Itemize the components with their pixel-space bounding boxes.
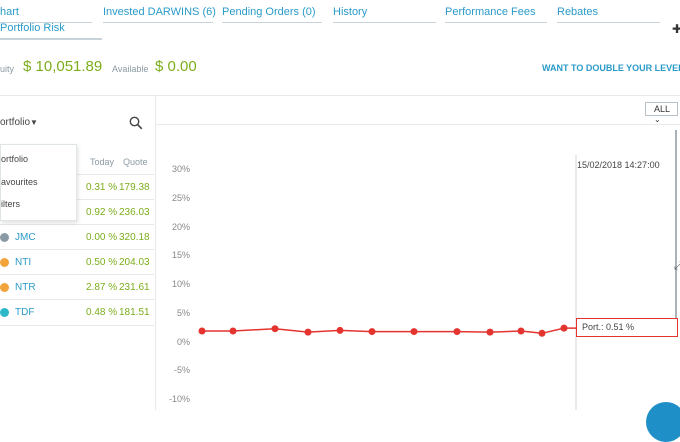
cursor-time-label: 15/02/2018 14:27:00 [577, 160, 660, 170]
table-row[interactable]: 0.31 % 179.38 [0, 174, 154, 200]
table-row[interactable]: 0.92 % 236.03 [0, 199, 154, 225]
row-quote: 320.18 [119, 232, 150, 243]
row-quote: 204.03 [119, 257, 150, 268]
row-today: 0.31 % [86, 182, 118, 193]
tab-label: Performance Fees [445, 6, 536, 18]
column-header-quote: Quote [123, 157, 148, 167]
column-header-today: Today [90, 157, 115, 167]
resize-handle-icon[interactable]: ⤢ [674, 260, 680, 272]
row-name[interactable]: JMC [15, 232, 36, 243]
row-name[interactable]: TDF [15, 307, 35, 318]
chart-toolbar-divider [156, 124, 680, 125]
y-tick-label: 15% [171, 250, 190, 261]
range-select-value: ALL [654, 104, 671, 114]
tab-rebates[interactable]: Rebates [557, 6, 660, 23]
y-tick-label: -5% [173, 365, 190, 376]
data-point [560, 324, 568, 332]
data-point [517, 327, 525, 335]
tab-label: Rebates [557, 6, 598, 18]
chevron-down-icon: ⌄ [654, 115, 661, 124]
plus-icon[interactable]: ✚ [672, 22, 680, 36]
help-button[interactable] [646, 402, 680, 442]
portfolio-selector-label: ortfolio [0, 117, 31, 128]
tab-pending-orders[interactable]: Pending Orders (0) [222, 6, 322, 23]
panel-divider [155, 96, 156, 410]
tab-label: hart [0, 6, 19, 18]
row-name[interactable]: NTI [15, 257, 32, 268]
row-quote: 231.61 [119, 282, 150, 293]
table-row[interactable]: TDF 0.48 % 181.51 [0, 299, 154, 326]
data-point [368, 328, 376, 336]
y-tick-label: 20% [171, 221, 190, 232]
chart-tooltip: Port.: 0.51 % [576, 318, 678, 337]
data-point [304, 328, 312, 336]
data-point [229, 327, 237, 335]
row-today: 2.87 % [86, 282, 118, 293]
row-today: 0.50 % [86, 257, 118, 268]
dropdown-item-portfolio[interactable]: ortfolio [1, 154, 29, 164]
portfolio-dropdown-menu: ortfolio avourites ilters [0, 144, 77, 221]
equity-label: uity [0, 64, 15, 74]
dropdown-item-favourites[interactable]: avourites [1, 177, 38, 187]
row-name[interactable]: NTR [15, 282, 36, 293]
tab-history[interactable]: History [333, 6, 436, 23]
tab-chart[interactable]: hart [0, 6, 92, 23]
double-leverage-link[interactable]: WANT TO DOUBLE YOUR LEVERAG [542, 63, 680, 73]
caret-down-icon: ▼ [30, 118, 38, 127]
row-today: 0.00 % [86, 232, 118, 243]
data-point [198, 327, 206, 335]
status-dot [0, 258, 9, 267]
y-tick-label: 30% [171, 164, 190, 174]
tab-label: History [333, 6, 368, 18]
divider [0, 95, 680, 96]
y-tick-label: 25% [171, 192, 190, 203]
data-point [453, 328, 461, 336]
data-point [336, 326, 344, 334]
portfolio-selector[interactable]: ortfolio▼ [0, 117, 38, 128]
data-point [271, 325, 279, 333]
tab-label: Pending Orders (0) [222, 6, 316, 18]
table-row[interactable]: JMC 0.00 % 320.18 [0, 224, 154, 250]
range-select[interactable]: ALL ⌄ [645, 102, 678, 124]
search-icon[interactable] [129, 116, 143, 135]
data-point [410, 328, 418, 336]
row-today: 0.48 % [86, 307, 118, 318]
table-row[interactable]: NTR 2.87 % 231.61 [0, 274, 154, 300]
table-row[interactable]: NTI 0.50 % 204.03 [0, 249, 154, 275]
tab-invested-darwins[interactable]: Invested DARWINS (6) [103, 6, 216, 23]
row-today: 0.92 % [86, 207, 118, 218]
row-quote: 181.51 [119, 307, 150, 318]
y-tick-label: -10% [168, 394, 190, 404]
y-tick-label: 0% [176, 336, 190, 347]
row-quote: 179.38 [119, 182, 150, 193]
tab-label: Invested DARWINS (6) [103, 6, 216, 18]
data-point [538, 329, 546, 337]
status-dot [0, 283, 9, 292]
status-dot [0, 308, 9, 317]
available-label: Available [112, 64, 149, 74]
available-value: $ 0.00 [155, 58, 197, 75]
tab-performance-fees[interactable]: Performance Fees [445, 6, 547, 23]
y-tick-label: 10% [171, 279, 190, 289]
y-tick-label: 5% [176, 307, 190, 318]
row-quote: 236.03 [119, 207, 150, 218]
dropdown-item-filters[interactable]: ilters [1, 199, 21, 209]
tab-portfolio-risk[interactable]: Portfolio Risk [0, 22, 102, 40]
equity-value: $ 10,051.89 [23, 58, 103, 75]
portfolio-chart[interactable] [156, 125, 680, 410]
data-point [486, 328, 494, 336]
status-dot [0, 233, 9, 242]
